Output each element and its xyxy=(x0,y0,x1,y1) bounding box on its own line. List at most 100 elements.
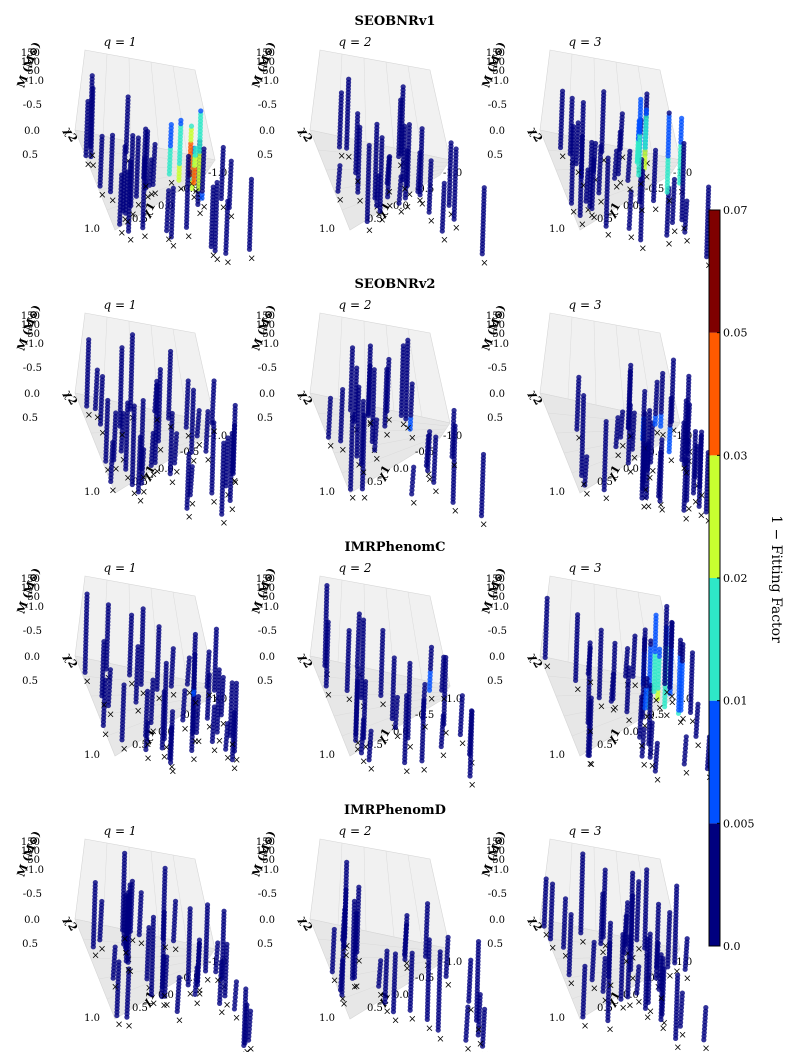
marker-cross: × xyxy=(406,742,414,753)
data-point xyxy=(346,76,352,82)
z-tick-label: 150 xyxy=(486,48,505,59)
grid-line xyxy=(363,57,367,143)
data-point xyxy=(400,84,406,90)
data-point xyxy=(459,693,465,699)
data-point xyxy=(185,378,191,384)
marker-cross: × xyxy=(109,196,117,207)
marker-cross: × xyxy=(232,755,240,766)
data-point xyxy=(628,362,634,368)
marker-cross: × xyxy=(118,228,126,239)
chi-tick-label: -0.5 xyxy=(258,626,277,637)
data-point xyxy=(101,638,107,645)
z-tick-label: 150 xyxy=(486,311,505,322)
data-point xyxy=(214,179,220,186)
data-point xyxy=(603,418,609,425)
data-point xyxy=(396,200,402,206)
data-point xyxy=(206,649,212,655)
marker-cross: × xyxy=(359,757,367,768)
marker-cross: × xyxy=(658,505,666,516)
marker-cross: × xyxy=(190,754,198,765)
chi2-axis-label: χ2 xyxy=(526,388,545,407)
z-tick-label: 50 xyxy=(492,329,505,340)
data-point xyxy=(371,367,377,373)
data-point xyxy=(113,410,119,416)
data-point xyxy=(441,654,447,660)
marker-cross: × xyxy=(630,453,638,464)
marker-cross: × xyxy=(93,413,101,424)
data-point xyxy=(362,678,369,685)
marker-cross: × xyxy=(118,430,126,441)
data-point xyxy=(632,633,638,639)
chi-tick-label: 0.0 xyxy=(489,652,505,663)
marker-cross: × xyxy=(426,474,434,485)
data-point xyxy=(216,667,222,673)
data-point xyxy=(598,627,604,633)
chi-tick-label: 0.0 xyxy=(24,652,40,663)
chi-tick-label: 1.0 xyxy=(319,750,335,761)
data-point xyxy=(409,483,415,489)
marker-cross: × xyxy=(141,232,149,243)
data-point xyxy=(153,389,159,396)
marker-cross: × xyxy=(190,193,198,204)
marker-cross: × xyxy=(379,699,387,710)
marker-cross: × xyxy=(670,226,678,237)
marker-cross: × xyxy=(646,473,654,484)
marker-cross: × xyxy=(442,728,450,739)
data-point xyxy=(657,646,663,652)
chi-tick-label: 0.0 xyxy=(393,464,409,475)
data-point xyxy=(407,660,413,666)
data-point xyxy=(644,676,650,682)
marker-cross: × xyxy=(149,726,157,737)
marker-cross: × xyxy=(231,477,239,488)
data-point xyxy=(570,123,577,130)
data-point xyxy=(86,337,92,343)
data-point xyxy=(699,429,705,435)
data-point xyxy=(397,181,404,187)
data-point xyxy=(190,387,197,393)
marker-cross: × xyxy=(680,464,688,475)
chi-tick-label: -1.0 xyxy=(25,602,44,613)
data-point xyxy=(575,120,581,126)
marker-cross: × xyxy=(227,212,235,223)
chi-tick-label: -1.0 xyxy=(260,602,279,613)
data-point xyxy=(601,89,607,95)
marker-cross: × xyxy=(408,433,416,444)
data-point xyxy=(664,603,670,610)
data-point xyxy=(205,408,211,415)
marker-cross: × xyxy=(366,418,374,429)
chi2-axis-label: χ2 xyxy=(296,388,315,407)
data-point xyxy=(163,660,169,666)
marker-cross: × xyxy=(336,195,344,206)
marker-cross: × xyxy=(373,454,381,465)
marker-cross: × xyxy=(450,460,458,471)
data-point xyxy=(648,638,654,644)
data-point xyxy=(360,398,366,404)
data-point xyxy=(400,343,406,349)
data-point xyxy=(372,436,379,442)
marker-cross: × xyxy=(169,690,177,701)
chi-tick-label: 0.0 xyxy=(623,464,639,475)
data-point xyxy=(419,126,425,132)
data-point xyxy=(397,189,403,195)
marker-cross: × xyxy=(101,729,109,740)
marker-cross: × xyxy=(104,465,112,476)
data-point xyxy=(410,468,416,474)
marker-cross: × xyxy=(149,469,157,480)
grid-line xyxy=(337,316,343,400)
q-label: q = 2 xyxy=(339,35,372,49)
data-point xyxy=(94,367,100,373)
data-point xyxy=(410,476,416,482)
data-point xyxy=(654,379,660,385)
data-point xyxy=(569,95,575,101)
marker-cross: × xyxy=(185,688,193,699)
data-point xyxy=(686,373,692,379)
data-point xyxy=(589,139,595,146)
data-point xyxy=(660,370,666,377)
data-point xyxy=(373,421,380,427)
data-point xyxy=(188,123,195,129)
data-point xyxy=(638,96,644,102)
data-point xyxy=(356,611,362,617)
marker-cross: × xyxy=(167,178,175,189)
data-point xyxy=(248,176,255,182)
